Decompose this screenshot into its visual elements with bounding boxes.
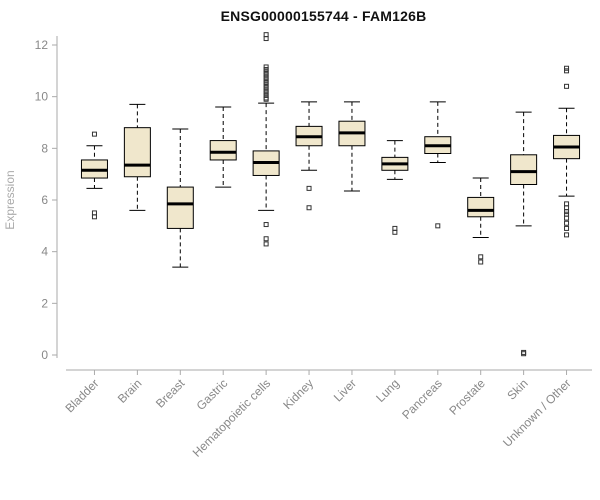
chart-title: ENSG00000155744 - FAM126B [220,8,427,24]
outlier-point [263,236,269,242]
x-tick-label: Skin [504,376,530,402]
x-tick-label: Breast [153,376,188,411]
outlier-point [564,215,570,221]
outlier-point [263,74,269,80]
boxplot-group [252,32,280,247]
outlier-point [564,209,570,215]
outlier-point [263,90,269,96]
y-tick-label: 10 [35,90,49,104]
outlier-point [435,223,441,229]
outlier-point [564,68,570,74]
boxplot-group [338,101,366,192]
outlier-point [263,79,269,85]
outlier-point [263,69,269,75]
y-tick-label: 2 [41,296,48,310]
iqr-box [166,186,194,229]
boxplot-group [467,177,495,265]
boxplot-group [123,103,151,211]
outlier-point [521,351,527,357]
iqr-box [510,154,538,186]
iqr-box [209,140,237,161]
iqr-box [123,127,151,178]
boxplot-group [166,128,194,268]
x-tick-label: Liver [331,376,359,404]
boxplot-group [510,111,538,357]
outlier-point [263,241,269,247]
outlier-point [263,87,269,93]
outlier-point [263,85,269,91]
outlier-point [564,220,570,226]
x-tick-label: Lung [373,376,402,405]
plot-area: 0 2 4 6 8 10 12 Bladder Brain Breast GastricHemato… [35,32,592,460]
outlier-point [478,259,484,265]
boxplot-group [553,65,581,238]
outlier-point [392,229,398,235]
iqr-box [467,196,495,218]
x-tick-label: Kidney [280,376,316,412]
y-tick-label: 8 [41,141,48,155]
y-tick-label: 12 [35,38,49,52]
y-axis-label: Expression [3,170,17,229]
y-tick-label: 4 [41,245,48,259]
outlier-point [91,131,97,137]
outlier-point [263,36,269,42]
outlier-point [263,72,269,78]
outlier-point [263,222,269,228]
outlier-point [306,185,312,191]
outlier-point [564,83,570,89]
outlier-point [263,77,269,83]
x-tick-label: Hematopoietic cells [190,376,273,459]
outlier-point [91,214,97,220]
outlier-point [263,95,269,101]
boxplot-group [424,101,452,229]
boxplot-group [209,106,237,188]
outlier-point [521,349,527,355]
boxplot-group [381,140,409,235]
x-tick-label: Pancreas [399,376,445,422]
x-tick-label: Brain [115,376,145,406]
outlier-point [564,232,570,238]
outlier-point [263,64,269,70]
outlier-point [263,67,269,73]
x-tick-label: Bladder [62,376,101,415]
x-tick-label: Prostate [446,376,488,418]
boxplot-group [295,101,323,211]
outlier-point [564,65,570,71]
x-tick-label: Gastric [194,376,231,413]
y-tick-label: 0 [41,348,48,362]
outlier-point [306,205,312,211]
outlier-point [263,82,269,88]
boxplot-group [80,131,108,220]
outlier-point [263,96,269,102]
y-tick-label: 6 [41,193,48,207]
outlier-point [478,254,484,260]
outlier-point [564,225,570,231]
